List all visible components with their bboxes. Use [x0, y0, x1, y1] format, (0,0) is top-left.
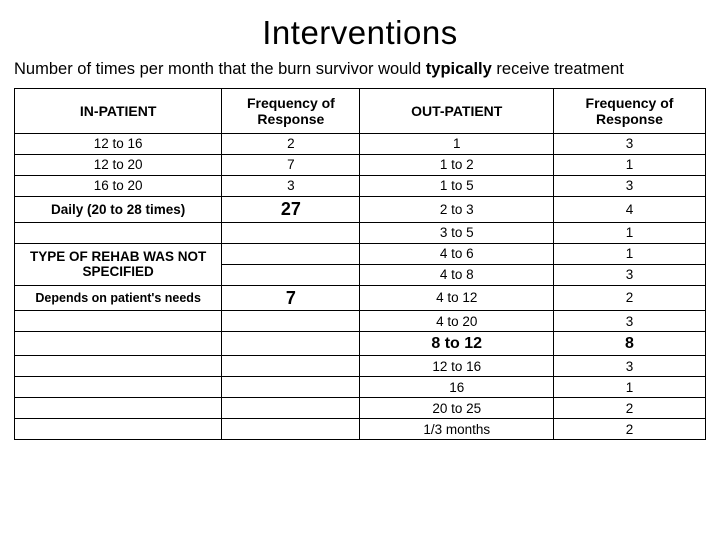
- table-cell: 1: [553, 377, 705, 398]
- table-row: Daily (20 to 28 times)272 to 34: [15, 196, 706, 222]
- table-cell: 3: [553, 175, 705, 196]
- table-cell: 3: [553, 264, 705, 285]
- col-header: OUT-PATIENT: [360, 88, 553, 133]
- table-cell: Daily (20 to 28 times): [15, 196, 222, 222]
- table-cell: 3: [222, 175, 360, 196]
- table-cell: [222, 419, 360, 440]
- table-row: 8 to 128: [15, 332, 706, 356]
- table-row: 20 to 252: [15, 398, 706, 419]
- table-cell: 4 to 6: [360, 243, 553, 264]
- table-row: 161: [15, 377, 706, 398]
- table-cell: 7: [222, 154, 360, 175]
- table-cell: 2: [553, 419, 705, 440]
- table-cell: [222, 398, 360, 419]
- table-cell: Depends on patient's needs: [15, 285, 222, 311]
- table-cell: [222, 264, 360, 285]
- table-cell: 16 to 20: [15, 175, 222, 196]
- table-cell: 4 to 20: [360, 311, 553, 332]
- table-cell: 1 to 2: [360, 154, 553, 175]
- table-cell: [15, 311, 222, 332]
- interventions-table: IN-PATIENT Frequency of Response OUT-PAT…: [14, 88, 706, 441]
- table-row: 3 to 51: [15, 222, 706, 243]
- table-cell: 27: [222, 196, 360, 222]
- table-cell: 12 to 16: [360, 356, 553, 377]
- table-cell: 12 to 16: [15, 133, 222, 154]
- table-cell: 1: [553, 222, 705, 243]
- table-cell: [15, 222, 222, 243]
- table-row: 1/3 months2: [15, 419, 706, 440]
- table-cell: 4 to 12: [360, 285, 553, 311]
- table-cell: 8 to 12: [360, 332, 553, 356]
- table-cell: 16: [360, 377, 553, 398]
- page-title: Interventions: [14, 14, 706, 52]
- table-cell: 1 to 5: [360, 175, 553, 196]
- table-row: 12 to 2071 to 21: [15, 154, 706, 175]
- table-row: 16 to 2031 to 53: [15, 175, 706, 196]
- col-header: IN-PATIENT: [15, 88, 222, 133]
- table-cell: [15, 398, 222, 419]
- table-cell: [15, 377, 222, 398]
- table-cell: [222, 311, 360, 332]
- table-cell: 1: [553, 243, 705, 264]
- table-cell: [222, 243, 360, 264]
- table-row: 12 to 163: [15, 356, 706, 377]
- table-row: TYPE OF REHAB WAS NOT SPECIFIED4 to 61: [15, 243, 706, 264]
- table-cell: 3 to 5: [360, 222, 553, 243]
- table-cell: [222, 222, 360, 243]
- col-header: Frequency of Response: [222, 88, 360, 133]
- table-cell: [222, 356, 360, 377]
- table-cell: 4 to 8: [360, 264, 553, 285]
- table-cell: 8: [553, 332, 705, 356]
- table-cell: 3: [553, 356, 705, 377]
- table-cell: 12 to 20: [15, 154, 222, 175]
- table-cell: TYPE OF REHAB WAS NOT SPECIFIED: [15, 243, 222, 285]
- table-row: 4 to 203: [15, 311, 706, 332]
- table-cell: [222, 377, 360, 398]
- table-cell: 2: [222, 133, 360, 154]
- table-cell: 1/3 months: [360, 419, 553, 440]
- table-cell: 4: [553, 196, 705, 222]
- table-cell: [15, 419, 222, 440]
- subtitle: Number of times per month that the burn …: [14, 60, 706, 80]
- table-cell: [15, 332, 222, 356]
- table-row: 12 to 16213: [15, 133, 706, 154]
- table-cell: [222, 332, 360, 356]
- table-cell: 7: [222, 285, 360, 311]
- table-cell: 20 to 25: [360, 398, 553, 419]
- table-cell: 1: [360, 133, 553, 154]
- table-cell: 2: [553, 285, 705, 311]
- col-header: Frequency of Response: [553, 88, 705, 133]
- table-cell: [15, 356, 222, 377]
- table-cell: 1: [553, 154, 705, 175]
- table-cell: 3: [553, 311, 705, 332]
- table-row: Depends on patient's needs74 to 122: [15, 285, 706, 311]
- table-cell: 2 to 3: [360, 196, 553, 222]
- table-cell: 3: [553, 133, 705, 154]
- table-cell: 2: [553, 398, 705, 419]
- table-header-row: IN-PATIENT Frequency of Response OUT-PAT…: [15, 88, 706, 133]
